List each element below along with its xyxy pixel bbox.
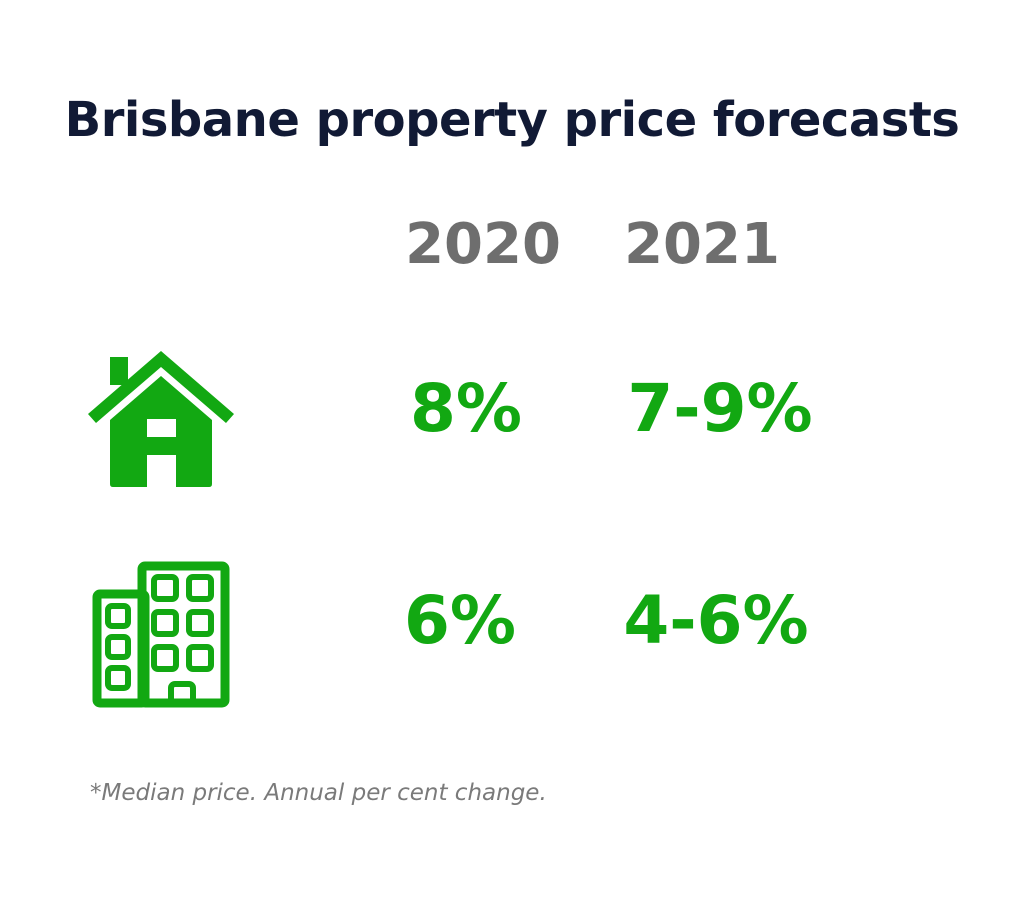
footnote: *Median price. Annual per cent change.: [90, 780, 547, 806]
page-title: Brisbane property price forecasts: [64, 92, 960, 148]
house-2021-value: 7-9%: [627, 370, 813, 447]
year-header-2020: 2020: [405, 212, 561, 277]
year-header-2021: 2021: [624, 212, 780, 277]
unit-2021-value: 4-6%: [623, 582, 809, 659]
house-icon: [88, 351, 234, 487]
apartment-building-icon: [92, 561, 230, 708]
house-2020-value: 8%: [409, 370, 523, 447]
unit-2020-value: 6%: [403, 582, 517, 659]
